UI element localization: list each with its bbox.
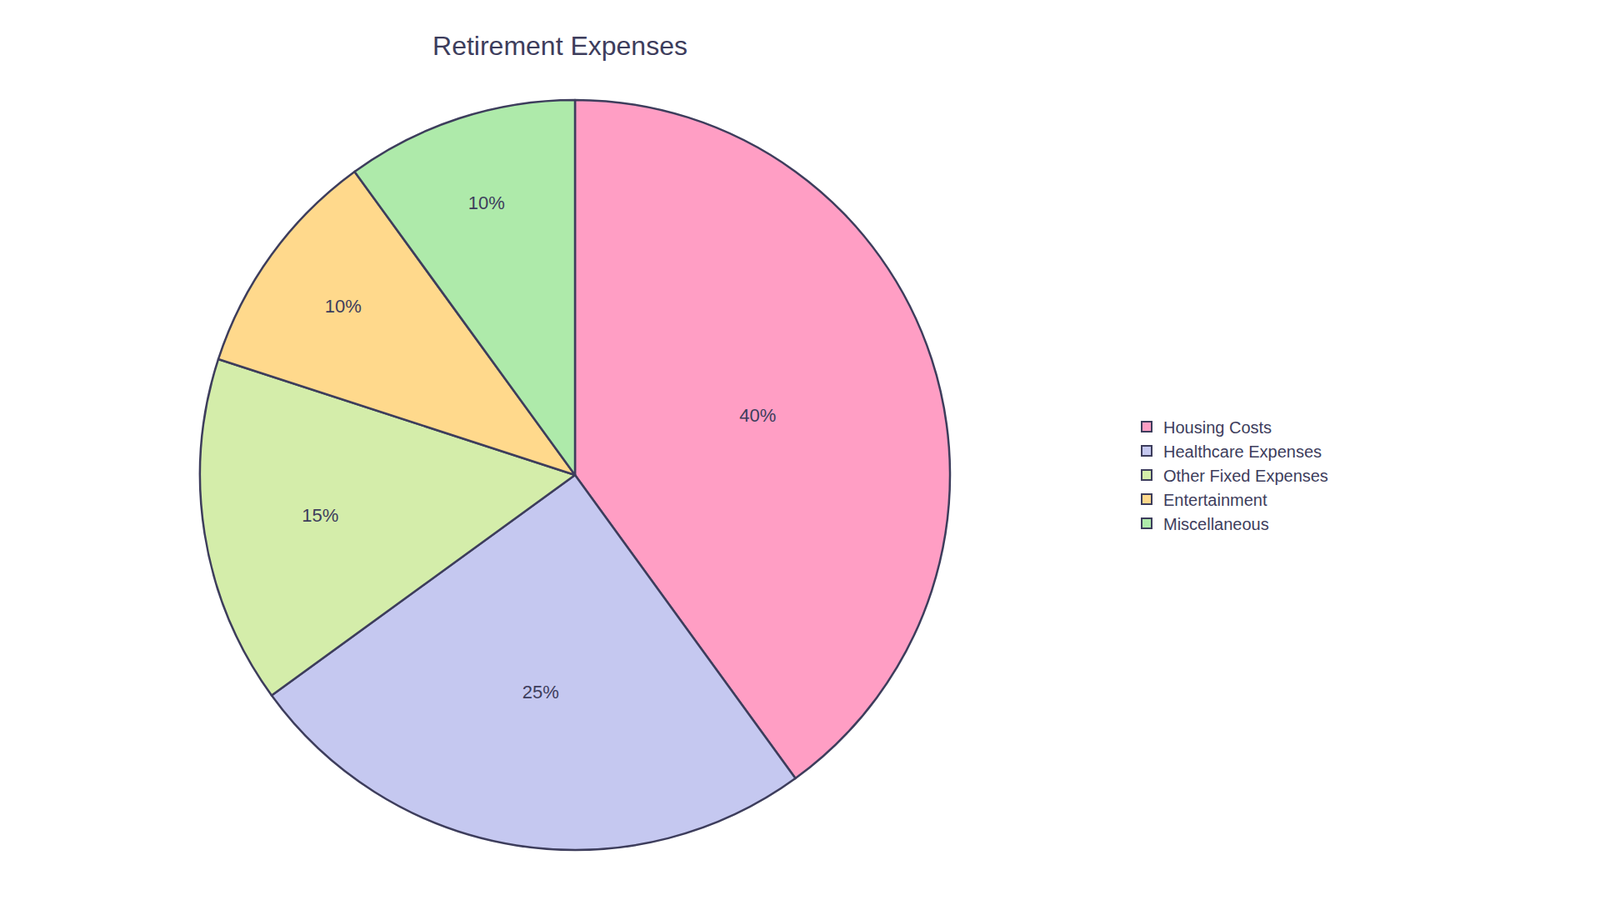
svg-text:40%: 40% <box>739 405 776 426</box>
svg-text:Healthcare Expenses: Healthcare Expenses <box>1163 442 1322 461</box>
svg-text:10%: 10% <box>468 192 505 214</box>
svg-text:15%: 15% <box>301 505 339 526</box>
svg-text:Retirement Expenses: Retirement Expenses <box>432 30 688 61</box>
svg-text:25%: 25% <box>522 681 560 703</box>
svg-text:Miscellaneous: Miscellaneous <box>1163 515 1270 534</box>
svg-text:Housing Costs: Housing Costs <box>1163 418 1272 437</box>
svg-text:10%: 10% <box>325 295 362 317</box>
svg-text:Other Fixed Expenses: Other Fixed Expenses <box>1163 466 1329 485</box>
svg-text:Entertainment: Entertainment <box>1163 490 1268 510</box>
